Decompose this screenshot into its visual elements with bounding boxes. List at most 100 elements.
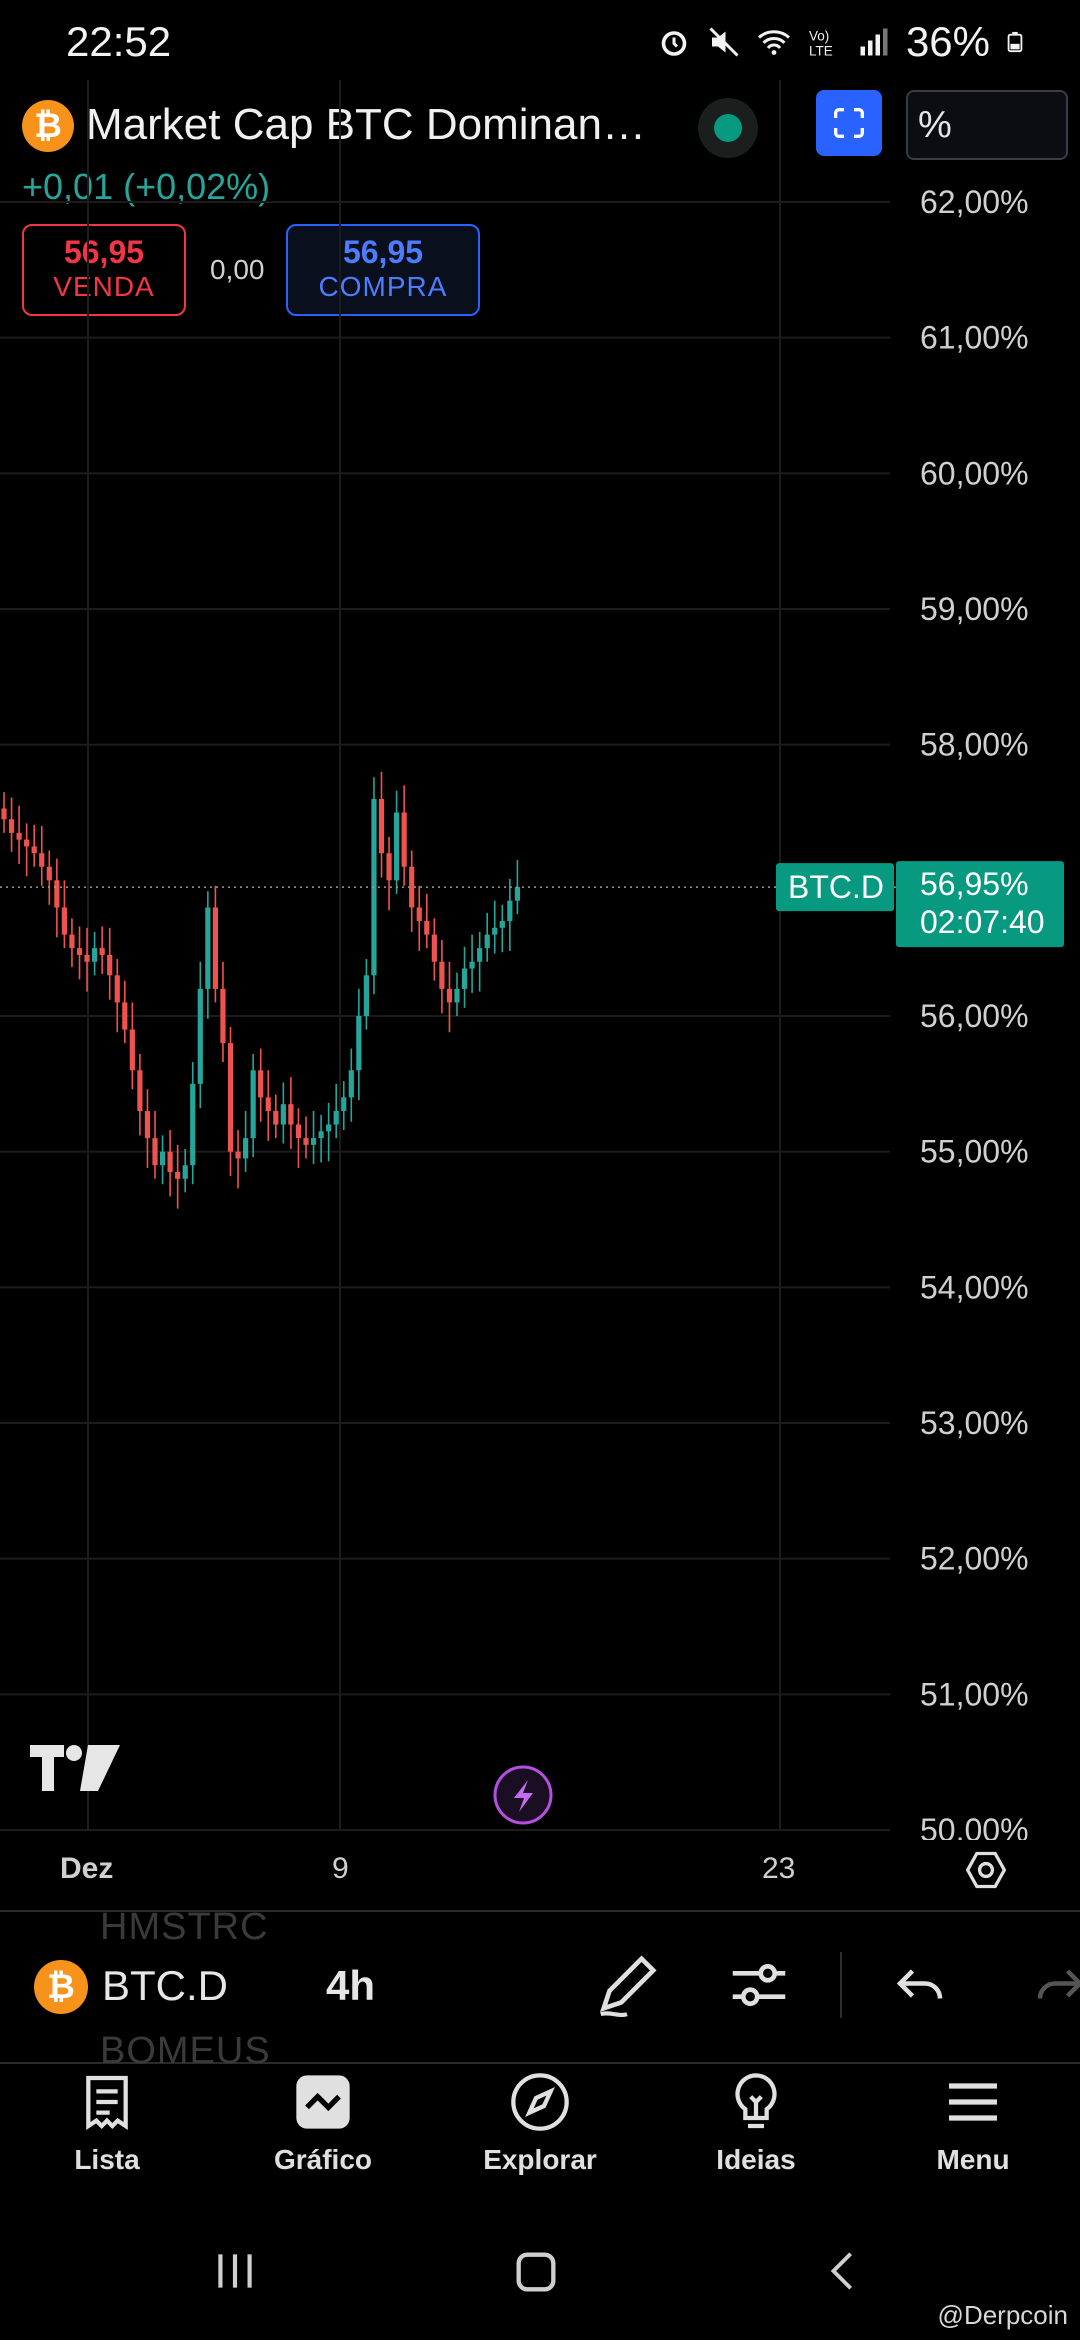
lightning-button[interactable]: [493, 1765, 553, 1825]
compass-icon: [511, 2073, 569, 2131]
candle-body: [235, 1151, 241, 1159]
interval-button[interactable]: 4h: [326, 1962, 376, 2009]
back-icon[interactable]: [820, 2246, 866, 2296]
chart-grid: [0, 80, 890, 1831]
candle-countdown: 02:07:40: [920, 904, 1045, 940]
market-status-indicator[interactable]: [698, 98, 758, 158]
undo-icon[interactable]: [890, 1956, 950, 2016]
candle-body: [303, 1138, 309, 1145]
y-tick-label: 53,00%: [920, 1405, 1029, 1441]
last-price-label: 56,95%: [920, 866, 1029, 902]
y-tick-label: 58,00%: [920, 727, 1029, 763]
candle-body: [401, 812, 407, 867]
symbol-title[interactable]: Market Cap BTC Dominan…: [86, 100, 646, 149]
nav-explorar-label: Explorar: [483, 2144, 597, 2175]
battery-icon: [1007, 31, 1023, 53]
nav-lista[interactable]: Lista: [17, 2070, 197, 2176]
candle-body: [416, 907, 422, 922]
candle-body: [144, 1110, 151, 1139]
candle-body: [356, 1016, 362, 1071]
fullscreen-icon: [834, 108, 864, 138]
candle-body: [265, 1097, 271, 1111]
svg-text:LTE: LTE: [809, 44, 833, 59]
ghost-symbol-top: HMSTRC: [100, 1906, 269, 1948]
candle-body: [454, 988, 460, 1003]
sell-button[interactable]: 56,95 VENDA: [22, 224, 186, 316]
y-tick-label: 50,00%: [920, 1812, 1029, 1840]
redo-icon[interactable]: [1030, 1956, 1080, 2016]
wifi-icon: [757, 30, 790, 55]
nav-ideias[interactable]: Ideias: [666, 2070, 846, 2176]
candle-body: [24, 839, 30, 847]
battery-percent: 36%: [905, 18, 990, 65]
nav-lista-label: Lista: [74, 2144, 140, 2175]
candle-body: [137, 1070, 143, 1111]
candle-body: [1, 808, 7, 820]
indicators-icon[interactable]: [724, 1950, 794, 2020]
candle-body: [175, 1172, 181, 1179]
price-axis[interactable]: 62,00% 61,00% 60,00% 59,00% 58,00% 56,00% 55,0…: [920, 184, 1029, 1840]
candle-body: [8, 819, 15, 833]
candle-body: [197, 988, 203, 1084]
candle-body: [61, 907, 67, 935]
candle-body: [159, 1151, 166, 1166]
candle-body: [250, 1070, 256, 1139]
candle-body: [507, 900, 513, 922]
candle-body: [431, 934, 437, 962]
buy-price: 56,95: [342, 234, 424, 270]
menu-icon: [949, 2083, 997, 2121]
candle-body: [499, 921, 505, 928]
sell-label: VENDA: [53, 271, 155, 302]
candle-body: [409, 866, 415, 908]
symbol-search-button[interactable]: BTC.D: [102, 1962, 228, 2009]
y-tick-label: 52,00%: [920, 1541, 1029, 1577]
axis-settings-icon[interactable]: [964, 1848, 1008, 1892]
candle-body: [514, 887, 520, 901]
bitcoin-logo-icon: ₿: [22, 100, 74, 152]
nav-grafico-label: Gráfico: [273, 2144, 373, 2175]
candle-body: [205, 907, 211, 989]
candle-body: [76, 948, 83, 955]
candle-body: [92, 948, 98, 962]
svg-text:Vo): Vo): [809, 29, 829, 44]
candle-body: [46, 866, 52, 881]
candle-body: [107, 954, 113, 976]
candle-body: [31, 846, 37, 854]
nav-grafico[interactable]: Gráfico: [233, 2070, 413, 2176]
recent-apps-icon[interactable]: [210, 2246, 260, 2296]
price-chart[interactable]: 62,00% 61,00% 60,00% 59,00% 58,00% 56,00% 55,0…: [0, 60, 1080, 1840]
candle-body: [446, 988, 453, 1003]
tradingview-logo-icon[interactable]: [30, 1745, 120, 1791]
spread-value: 0,00: [210, 254, 265, 285]
nav-explorar[interactable]: Explorar: [450, 2070, 630, 2176]
nav-menu[interactable]: Menu: [883, 2070, 1063, 2176]
fullscreen-button[interactable]: [816, 90, 882, 156]
list-icon: [86, 2075, 128, 2130]
candle-body: [54, 880, 60, 908]
y-tick-label: 60,00%: [920, 455, 1029, 491]
x-tick-dez: Dez: [60, 1852, 114, 1885]
candle-body: [167, 1151, 173, 1173]
status-time: 22:52: [66, 18, 172, 65]
candle-body: [484, 934, 490, 949]
candle-body: [152, 1138, 158, 1166]
candle-body: [114, 975, 120, 1003]
last-price-symbol-tag: BTC.D: [788, 869, 884, 905]
candle-body: [424, 921, 430, 935]
candle-body: [129, 1029, 135, 1071]
candle-body: [341, 1097, 347, 1111]
candle-body: [477, 948, 483, 962]
alarm-icon: [661, 31, 687, 56]
signal-icon: [860, 28, 888, 56]
candle-body: [190, 1083, 196, 1166]
sell-price: 56,95: [63, 234, 145, 270]
nav-menu-label: Menu: [936, 2144, 1010, 2175]
candle-body: [363, 975, 369, 1016]
home-icon[interactable]: [510, 2246, 562, 2298]
candle-body: [220, 988, 226, 1044]
scale-mode-selector[interactable]: %: [906, 90, 1068, 160]
y-tick-label: 51,00%: [920, 1676, 1029, 1712]
candle-body: [386, 853, 392, 881]
draw-tool-icon[interactable]: [592, 1950, 662, 2020]
lightbulb-icon: [735, 2073, 777, 2129]
